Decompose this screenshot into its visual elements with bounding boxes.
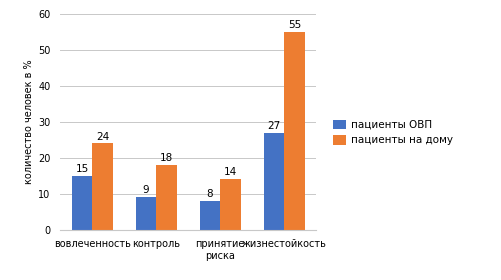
Text: 15: 15 bbox=[75, 164, 89, 174]
Bar bbox=[263, 133, 284, 230]
Legend: пациенты ОВП, пациенты на дому: пациенты ОВП, пациенты на дому bbox=[329, 116, 456, 150]
Text: 9: 9 bbox=[142, 185, 149, 195]
Bar bbox=[199, 201, 220, 230]
Text: 14: 14 bbox=[223, 167, 236, 178]
Text: 55: 55 bbox=[287, 20, 301, 30]
Bar bbox=[284, 32, 304, 230]
Text: 8: 8 bbox=[206, 189, 213, 199]
Bar bbox=[72, 176, 92, 230]
Bar bbox=[220, 179, 240, 230]
Bar bbox=[156, 165, 176, 230]
Text: 18: 18 bbox=[159, 153, 173, 163]
Text: 27: 27 bbox=[267, 121, 280, 131]
Text: 24: 24 bbox=[96, 132, 109, 142]
Bar bbox=[136, 197, 156, 230]
Bar bbox=[92, 143, 113, 230]
Y-axis label: количество человек в %: количество человек в % bbox=[24, 59, 34, 184]
